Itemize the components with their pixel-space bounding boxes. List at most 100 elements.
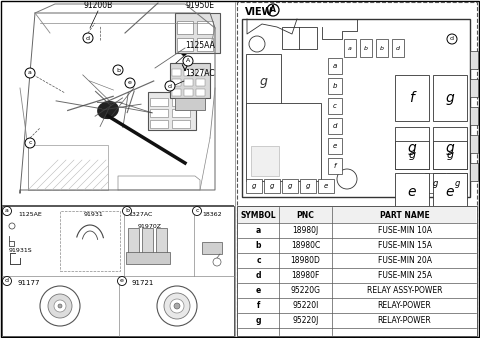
Bar bbox=[172, 69, 181, 76]
Text: RELAY-POWER: RELAY-POWER bbox=[378, 316, 432, 325]
Text: d: d bbox=[450, 37, 454, 42]
Text: g: g bbox=[408, 150, 416, 160]
Circle shape bbox=[165, 81, 175, 91]
Circle shape bbox=[157, 286, 197, 326]
Circle shape bbox=[83, 33, 93, 43]
Text: PART NAME: PART NAME bbox=[380, 211, 430, 219]
Circle shape bbox=[25, 138, 35, 148]
Bar bbox=[172, 120, 190, 128]
Bar bbox=[172, 89, 181, 96]
Bar bbox=[197, 21, 213, 34]
Bar bbox=[177, 38, 193, 51]
Bar bbox=[170, 63, 210, 98]
Circle shape bbox=[170, 299, 184, 313]
Text: 18362: 18362 bbox=[202, 212, 222, 217]
Text: PNC: PNC bbox=[297, 211, 314, 219]
Bar bbox=[251, 146, 279, 176]
Bar bbox=[175, 98, 205, 110]
Circle shape bbox=[113, 65, 123, 75]
Bar bbox=[447, 173, 467, 193]
Text: 18980C: 18980C bbox=[291, 241, 320, 250]
Text: 18980F: 18980F bbox=[291, 271, 320, 280]
Text: b: b bbox=[125, 209, 129, 214]
Bar bbox=[150, 120, 168, 128]
Text: a: a bbox=[333, 63, 337, 69]
Text: e: e bbox=[408, 185, 416, 199]
Text: 18980J: 18980J bbox=[292, 226, 319, 235]
Text: A: A bbox=[186, 58, 190, 64]
Text: A: A bbox=[270, 5, 276, 15]
Text: 18980D: 18980D bbox=[290, 256, 321, 265]
Circle shape bbox=[25, 68, 35, 78]
Bar bbox=[395, 173, 429, 211]
Text: g: g bbox=[432, 178, 438, 188]
Bar bbox=[184, 69, 193, 76]
Text: c: c bbox=[195, 209, 199, 214]
Text: g: g bbox=[446, 150, 454, 160]
Bar bbox=[264, 179, 280, 193]
Bar bbox=[392, 39, 404, 57]
Text: g: g bbox=[306, 183, 310, 189]
Text: g: g bbox=[288, 183, 292, 189]
Text: b: b bbox=[380, 46, 384, 50]
Circle shape bbox=[183, 56, 193, 66]
Bar bbox=[237, 2, 477, 336]
Bar bbox=[238, 207, 476, 223]
Bar bbox=[128, 228, 139, 256]
Text: 91200B: 91200B bbox=[84, 1, 113, 10]
Text: FUSE-MIN 20A: FUSE-MIN 20A bbox=[377, 256, 432, 265]
Bar bbox=[282, 27, 317, 49]
Bar bbox=[184, 79, 193, 86]
Bar bbox=[318, 179, 334, 193]
Circle shape bbox=[58, 304, 62, 308]
Bar bbox=[470, 51, 478, 69]
Bar bbox=[196, 79, 205, 86]
Text: a: a bbox=[348, 46, 352, 50]
Circle shape bbox=[54, 300, 66, 312]
Text: 95220G: 95220G bbox=[290, 286, 321, 295]
Text: d: d bbox=[5, 279, 9, 284]
Bar bbox=[433, 127, 467, 169]
Text: a: a bbox=[28, 71, 32, 75]
Bar bbox=[433, 141, 467, 169]
Bar bbox=[282, 179, 298, 193]
Bar bbox=[126, 252, 170, 264]
Circle shape bbox=[213, 258, 221, 266]
Text: 1125AE: 1125AE bbox=[18, 212, 42, 217]
Bar bbox=[470, 163, 478, 181]
Text: e: e bbox=[120, 279, 124, 284]
Bar bbox=[376, 39, 388, 57]
Bar bbox=[328, 98, 342, 114]
Bar bbox=[28, 145, 108, 190]
Text: RELAY-POWER: RELAY-POWER bbox=[378, 301, 432, 310]
Text: g: g bbox=[454, 178, 460, 188]
Text: d: d bbox=[86, 35, 90, 41]
Text: 1327AC: 1327AC bbox=[128, 212, 152, 217]
Text: g: g bbox=[270, 183, 274, 189]
Text: g: g bbox=[260, 75, 267, 88]
Text: g: g bbox=[252, 183, 256, 189]
Text: e: e bbox=[333, 143, 337, 149]
Circle shape bbox=[125, 78, 135, 88]
Bar bbox=[184, 89, 193, 96]
Ellipse shape bbox=[97, 101, 119, 119]
Circle shape bbox=[447, 34, 457, 44]
Bar bbox=[142, 228, 153, 256]
Bar bbox=[470, 107, 478, 125]
Text: a: a bbox=[5, 209, 9, 214]
Text: b: b bbox=[364, 46, 368, 50]
Text: f: f bbox=[334, 163, 336, 169]
Text: e: e bbox=[256, 286, 261, 295]
Circle shape bbox=[181, 50, 187, 55]
Text: d: d bbox=[396, 46, 400, 50]
Text: 91931: 91931 bbox=[84, 212, 104, 217]
Bar bbox=[242, 19, 470, 197]
Circle shape bbox=[174, 303, 180, 309]
Circle shape bbox=[164, 293, 190, 319]
Circle shape bbox=[2, 207, 12, 216]
Text: b: b bbox=[333, 83, 337, 89]
Text: 91950E: 91950E bbox=[185, 1, 214, 10]
Bar bbox=[246, 54, 281, 109]
Bar bbox=[328, 138, 342, 154]
Text: d: d bbox=[168, 83, 172, 89]
